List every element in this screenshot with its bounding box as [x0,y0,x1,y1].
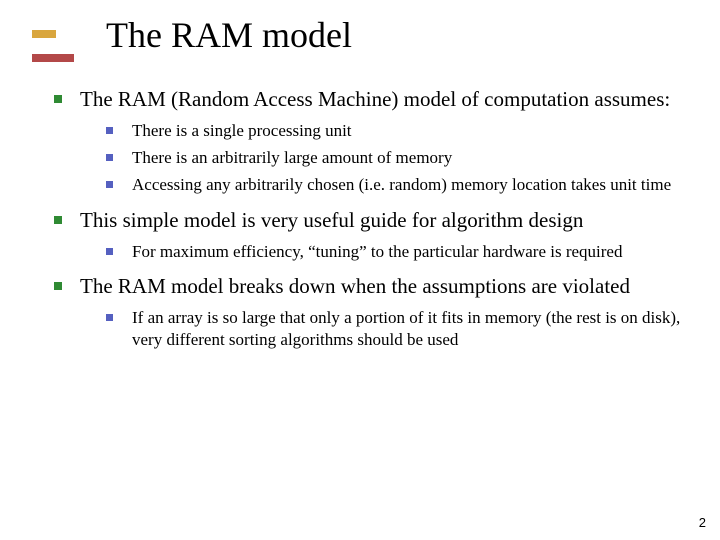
bullet-subitem: Accessing any arbitrarily chosen (i.e. r… [102,174,690,196]
title-region: The RAM model [0,14,720,70]
page-number: 2 [699,515,706,530]
title-accent-graphic [32,30,100,62]
bullet-subtext: For maximum efficiency, “tuning” to the … [132,242,622,261]
bullet-subitem: If an array is so large that only a port… [102,307,690,351]
slide: The RAM model The RAM (Random Access Mac… [0,0,720,540]
bullet-subitem: There is a single processing unit [102,120,690,142]
bullet-subtext: Accessing any arbitrarily chosen (i.e. r… [132,175,671,194]
bullet-item: This simple model is very useful guide f… [50,207,690,263]
bullet-list-lvl1: The RAM (Random Access Machine) model of… [50,86,690,351]
bullet-subtext: If an array is so large that only a port… [132,308,680,349]
bullet-list-lvl2: If an array is so large that only a port… [80,307,690,351]
accent-bar-top [32,30,56,38]
bullet-list-lvl2: There is a single processing unit There … [80,120,690,196]
accent-bar-bottom [32,54,74,62]
bullet-subitem: There is an arbitrarily large amount of … [102,147,690,169]
bullet-list-lvl2: For maximum efficiency, “tuning” to the … [80,241,690,263]
bullet-item: The RAM model breaks down when the assum… [50,273,690,351]
bullet-text: The RAM (Random Access Machine) model of… [80,87,670,111]
bullet-text: The RAM model breaks down when the assum… [80,274,630,298]
bullet-subtext: There is an arbitrarily large amount of … [132,148,452,167]
slide-title: The RAM model [106,14,352,56]
slide-body: The RAM (Random Access Machine) model of… [50,86,690,361]
bullet-subitem: For maximum efficiency, “tuning” to the … [102,241,690,263]
bullet-item: The RAM (Random Access Machine) model of… [50,86,690,197]
bullet-text: This simple model is very useful guide f… [80,208,583,232]
bullet-subtext: There is a single processing unit [132,121,352,140]
